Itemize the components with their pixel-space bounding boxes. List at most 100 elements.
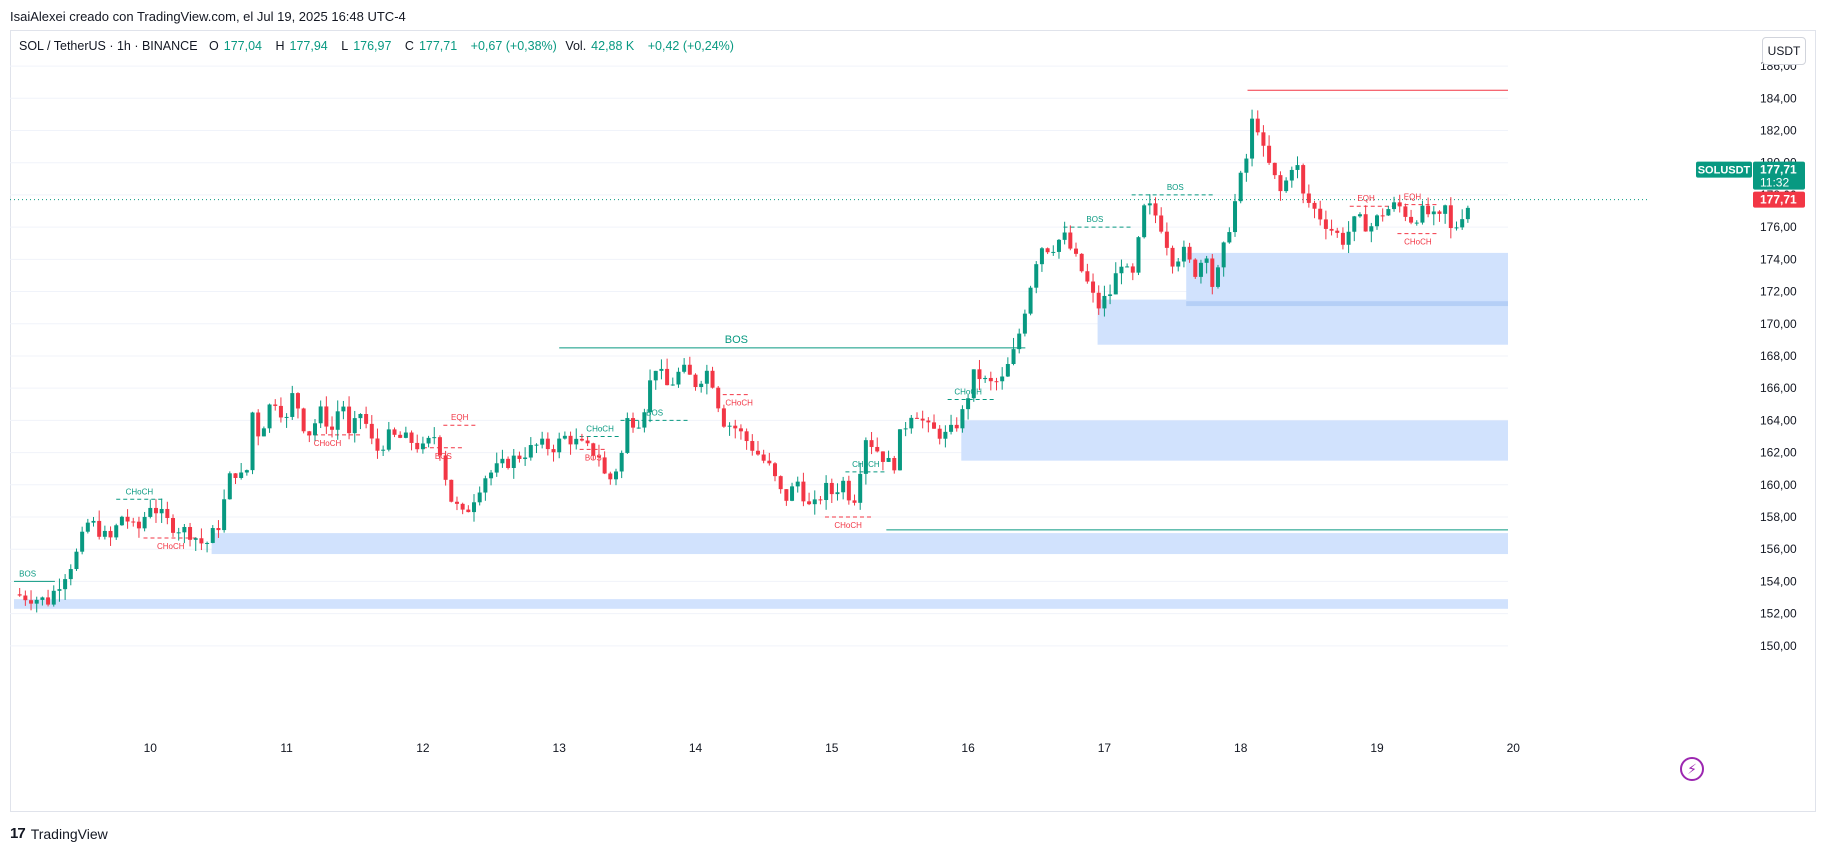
candle-down [744, 431, 749, 442]
candle-down [579, 438, 584, 441]
candle-up [1289, 169, 1294, 181]
y-tick-label: 166,00 [1760, 381, 1797, 395]
candle-up [727, 425, 732, 427]
candle-down [97, 520, 102, 537]
candle-up [1346, 231, 1351, 245]
candle-up [1176, 261, 1181, 267]
candle-down [977, 369, 982, 380]
candle-down [153, 507, 158, 514]
candle-down [1380, 215, 1385, 217]
candle-up [1136, 237, 1141, 273]
candle-up [562, 435, 567, 439]
candle-down [551, 449, 556, 453]
structure-labels: BOS BOS CHoCH EQH CHoCH CHoCH BOS BOS CHoCH BOS CH… [19, 183, 1432, 578]
structure-label: CHoCH [1404, 238, 1432, 247]
y-tick-label: 150,00 [1760, 639, 1797, 653]
candle-up [420, 443, 425, 450]
open-label: O [209, 39, 219, 53]
candle-up [1056, 239, 1061, 252]
candle-up [142, 516, 147, 529]
open-value: 177,04 [223, 39, 262, 53]
candle-down [1187, 246, 1192, 260]
candle-down [914, 417, 919, 419]
candle-up [222, 499, 227, 531]
candle-up [119, 516, 124, 526]
candle-up [1215, 267, 1220, 287]
candle-down [784, 489, 789, 501]
candle-up [557, 438, 562, 453]
candle-down [392, 429, 397, 435]
candle-up [284, 416, 289, 418]
candle-up [1113, 273, 1118, 295]
candle-up [1062, 232, 1067, 240]
y-tick-label: 176,00 [1760, 220, 1797, 234]
candle-down [131, 521, 136, 523]
y-tick-label: 164,00 [1760, 413, 1797, 427]
candle-down [1210, 258, 1215, 287]
candle-up [648, 380, 653, 413]
last-price-tag-text: 177,71 [1760, 193, 1797, 207]
structure-label: BOS [725, 334, 748, 346]
candle-down [1164, 231, 1169, 248]
candle-down [1045, 248, 1050, 253]
low-label: L [341, 39, 349, 53]
y-tick-label: 182,00 [1760, 124, 1797, 138]
candle-up [176, 532, 181, 534]
candle-down [324, 406, 329, 427]
candle-down [631, 418, 636, 428]
candle-down [869, 440, 874, 447]
close-label: C [404, 39, 414, 53]
candle-up [960, 409, 965, 429]
candle-up [886, 457, 891, 462]
symbol-name[interactable]: SOL / TetherUS · 1h · BINANCE [19, 39, 198, 53]
candle-down [937, 428, 942, 439]
candle-up [897, 429, 902, 471]
candle-down [665, 368, 670, 386]
candle-down [454, 501, 459, 504]
high-label: H [275, 39, 285, 53]
candle-down [506, 458, 511, 468]
candle-up [159, 508, 164, 514]
footer-brand: 17 TradingView [10, 825, 108, 842]
candle-up [494, 463, 499, 473]
structure-label: CHoCH [834, 521, 862, 530]
candle-down [466, 509, 471, 513]
candle-up [1125, 266, 1130, 268]
candle-up [1414, 222, 1419, 224]
change-value: +0,67 (+0,38%) [470, 39, 557, 53]
candle-down [778, 476, 783, 490]
candle-up [227, 473, 232, 500]
lightning-icon[interactable]: ⚡ [1680, 757, 1704, 781]
high-value: 177,94 [289, 39, 328, 53]
candle-up [205, 542, 210, 544]
structure-label: CHoCH [126, 487, 154, 496]
structure-label: BOS [435, 452, 452, 461]
candle-up [511, 455, 516, 468]
candle-up [824, 482, 829, 501]
y-tick-label: 154,00 [1760, 574, 1797, 588]
candle-up [670, 384, 675, 386]
candle-up [949, 424, 954, 432]
structure-label: EQH [451, 413, 469, 422]
candle-down [364, 414, 369, 424]
candle-up [1454, 227, 1459, 229]
currency-button[interactable]: USDT [1762, 37, 1806, 65]
structure-label: BOS [19, 569, 36, 578]
candle-down [1363, 214, 1368, 232]
candle-down [1278, 175, 1283, 192]
candle-up [613, 471, 618, 480]
chart-pane[interactable] [10, 30, 1816, 812]
demand-zone [1186, 252, 1508, 302]
candle-down [216, 528, 221, 531]
candle-down [443, 455, 448, 480]
candle-down [920, 418, 925, 421]
candle-down [954, 424, 959, 429]
price-tag-bg [1753, 161, 1805, 190]
candle-down [1159, 215, 1164, 232]
candle-down [375, 438, 380, 451]
candle-up [244, 470, 249, 473]
candle-down [1096, 292, 1101, 309]
candle-down [1153, 203, 1158, 216]
